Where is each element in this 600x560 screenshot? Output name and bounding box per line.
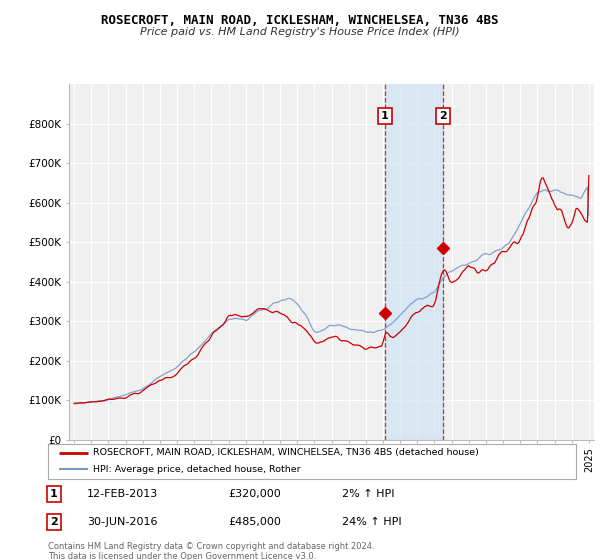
- Text: £320,000: £320,000: [228, 489, 281, 499]
- Text: 1: 1: [50, 489, 58, 499]
- Text: ROSECROFT, MAIN ROAD, ICKLESHAM, WINCHELSEA, TN36 4BS: ROSECROFT, MAIN ROAD, ICKLESHAM, WINCHEL…: [101, 14, 499, 27]
- Text: Contains HM Land Registry data © Crown copyright and database right 2024.
This d: Contains HM Land Registry data © Crown c…: [48, 542, 374, 560]
- Text: £485,000: £485,000: [228, 517, 281, 527]
- Text: HPI: Average price, detached house, Rother: HPI: Average price, detached house, Roth…: [93, 465, 301, 474]
- Text: 24% ↑ HPI: 24% ↑ HPI: [342, 517, 401, 527]
- Text: ROSECROFT, MAIN ROAD, ICKLESHAM, WINCHELSEA, TN36 4BS (detached house): ROSECROFT, MAIN ROAD, ICKLESHAM, WINCHEL…: [93, 448, 479, 458]
- Text: 1: 1: [381, 111, 389, 121]
- Text: 2: 2: [439, 111, 447, 121]
- Text: 30-JUN-2016: 30-JUN-2016: [87, 517, 157, 527]
- Text: 12-FEB-2013: 12-FEB-2013: [87, 489, 158, 499]
- Bar: [385, 84, 443, 440]
- Text: 2% ↑ HPI: 2% ↑ HPI: [342, 489, 395, 499]
- Text: Price paid vs. HM Land Registry's House Price Index (HPI): Price paid vs. HM Land Registry's House …: [140, 27, 460, 37]
- Text: 2: 2: [50, 517, 58, 527]
